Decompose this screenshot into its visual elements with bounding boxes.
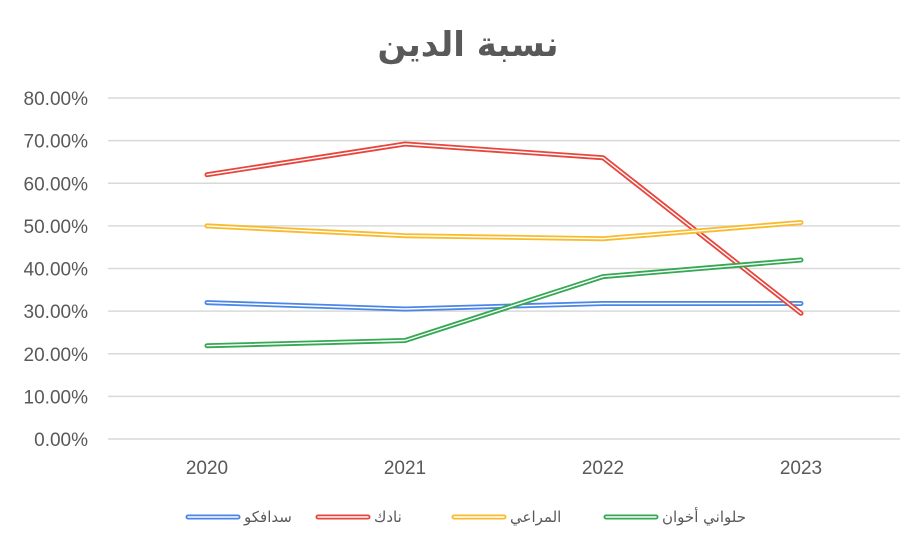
x-tick-label: 2021 xyxy=(384,458,426,479)
y-tick-label: 0.00% xyxy=(34,430,88,451)
y-axis-ticks: 0.00% 10.00% 20.00% 30.00% 40.00% 50.00% 60.00… xyxy=(24,89,89,451)
y-tick-label: 20.00% xyxy=(24,345,89,366)
x-tick-label: 2020 xyxy=(186,458,228,479)
y-tick-label: 80.00% xyxy=(24,89,89,110)
x-tick-label: 2023 xyxy=(780,458,822,479)
x-tick-label: 2022 xyxy=(582,458,624,479)
series-lines xyxy=(204,141,804,349)
legend: سدافكو نادك المراعي حلواني أخوان xyxy=(185,507,746,527)
series-line xyxy=(204,141,804,316)
series-line xyxy=(204,220,804,242)
y-tick-label: 40.00% xyxy=(24,260,89,281)
y-tick-label: 10.00% xyxy=(24,387,89,408)
y-tick-label: 70.00% xyxy=(24,132,89,153)
legend-item: المراعي xyxy=(451,508,561,527)
legend-label: المراعي xyxy=(510,508,561,527)
y-tick-label: 50.00% xyxy=(24,217,89,238)
y-tick-label: 60.00% xyxy=(24,174,89,195)
legend-item: حلواني أخوان xyxy=(603,507,746,527)
legend-item: سدافكو xyxy=(185,508,292,526)
chart-title: نسبة الدين xyxy=(377,25,558,65)
legend-label: نادك xyxy=(374,508,402,526)
y-tick-label: 30.00% xyxy=(24,302,89,323)
legend-label: حلواني أخوان xyxy=(662,507,746,527)
legend-item: نادك xyxy=(315,508,402,526)
series-line xyxy=(204,257,804,349)
legend-label: سدافكو xyxy=(243,508,292,526)
x-axis-ticks: 2020 2021 2022 2023 xyxy=(186,458,822,479)
